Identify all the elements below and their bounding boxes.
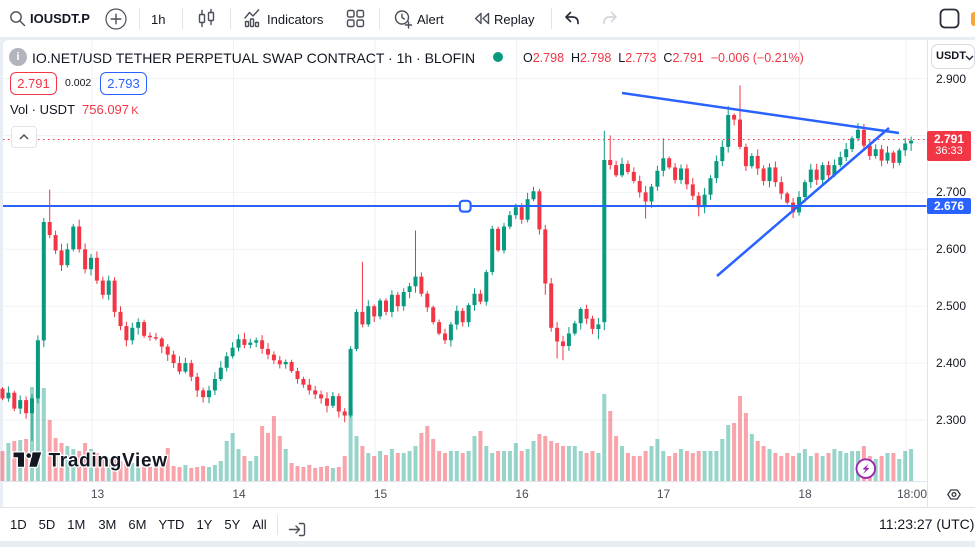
svg-text:TradingView: TradingView [49, 451, 168, 472]
